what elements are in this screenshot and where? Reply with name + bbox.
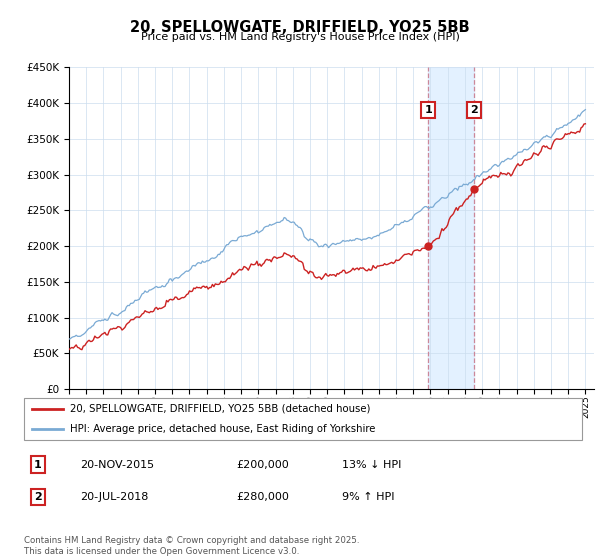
Text: 2: 2: [34, 492, 42, 502]
Text: 1: 1: [34, 460, 42, 469]
Text: 2: 2: [470, 105, 478, 115]
Text: HPI: Average price, detached house, East Riding of Yorkshire: HPI: Average price, detached house, East…: [70, 424, 375, 434]
Text: 20, SPELLOWGATE, DRIFFIELD, YO25 5BB (detached house): 20, SPELLOWGATE, DRIFFIELD, YO25 5BB (de…: [70, 404, 370, 414]
Text: Contains HM Land Registry data © Crown copyright and database right 2025.
This d: Contains HM Land Registry data © Crown c…: [24, 536, 359, 556]
Text: 20-JUL-2018: 20-JUL-2018: [80, 492, 148, 502]
Bar: [428, 67, 474, 389]
Text: 20, SPELLOWGATE, DRIFFIELD, YO25 5BB: 20, SPELLOWGATE, DRIFFIELD, YO25 5BB: [130, 20, 470, 35]
Text: Price paid vs. HM Land Registry's House Price Index (HPI): Price paid vs. HM Land Registry's House …: [140, 32, 460, 43]
FancyBboxPatch shape: [24, 398, 582, 440]
Text: 1: 1: [425, 105, 432, 115]
Text: 13% ↓ HPI: 13% ↓ HPI: [342, 460, 401, 469]
Text: 20-NOV-2015: 20-NOV-2015: [80, 460, 154, 469]
Text: £280,000: £280,000: [236, 492, 289, 502]
Text: £200,000: £200,000: [236, 460, 289, 469]
Text: 9% ↑ HPI: 9% ↑ HPI: [342, 492, 395, 502]
